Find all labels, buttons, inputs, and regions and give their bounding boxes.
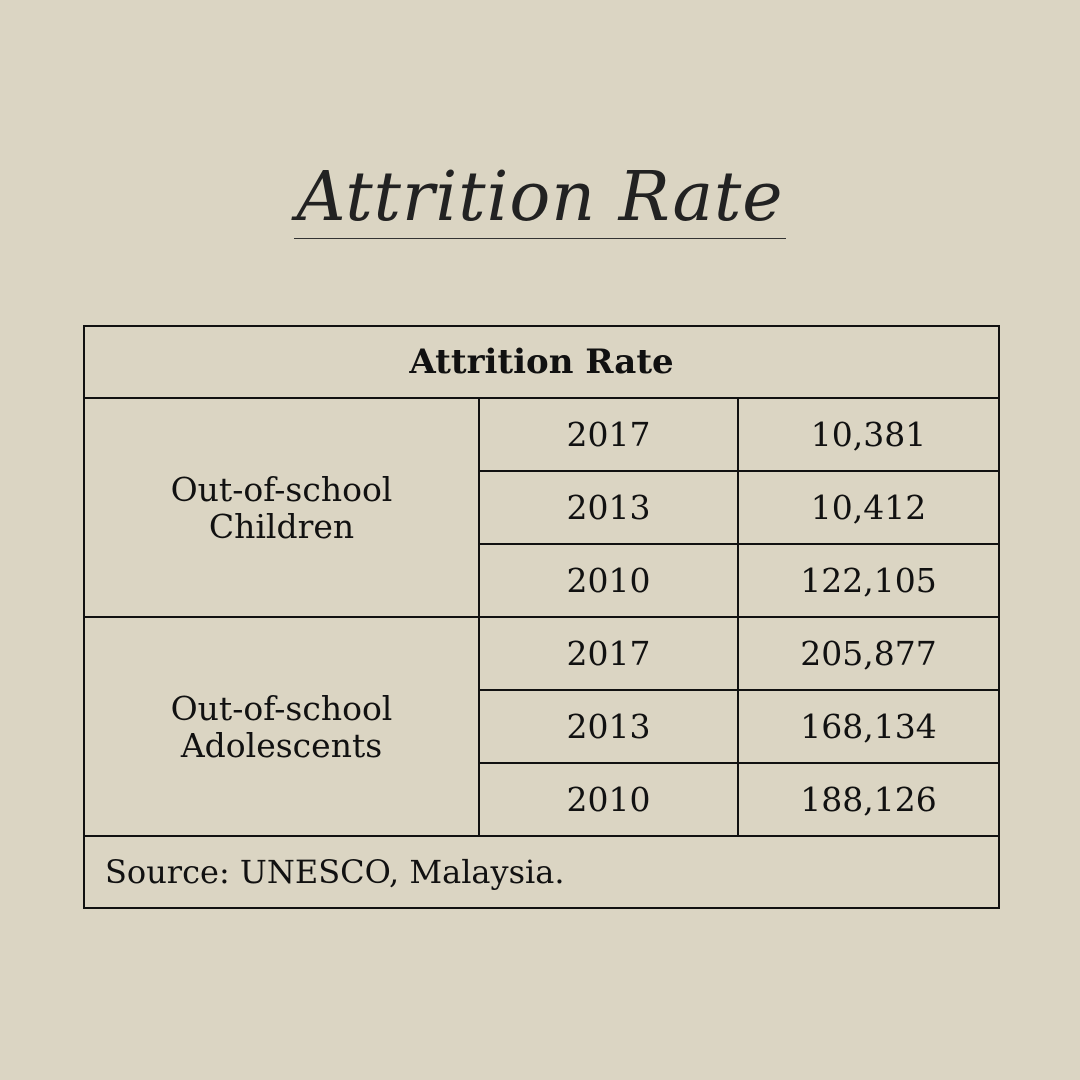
year-cell: 2017 xyxy=(478,616,739,691)
page-title-container: Attrition Rate xyxy=(0,160,1080,239)
group-label-line: Out-of-school xyxy=(170,688,393,728)
table-footer-row: Source: UNESCO, Malaysia. xyxy=(82,835,1001,909)
attrition-table: Attrition Rate Out-of-school Children 20… xyxy=(82,325,1001,909)
table-header-row: Attrition Rate xyxy=(82,325,1001,399)
value-cell: 168,134 xyxy=(736,689,1001,764)
table-row: 2010 188,126 xyxy=(84,762,1001,837)
year-cell: 2013 xyxy=(478,470,739,545)
value-cell: 122,105 xyxy=(736,543,1001,618)
source-note: Source: UNESCO, Malaysia. xyxy=(82,835,1001,909)
value-cell: 205,877 xyxy=(736,616,1001,691)
year-cell: 2013 xyxy=(478,689,739,764)
year-cell: 2010 xyxy=(478,543,739,618)
year-cell: 2017 xyxy=(478,397,739,472)
table-header: Attrition Rate xyxy=(82,325,1001,399)
table-row: 2010 122,105 xyxy=(84,543,1001,618)
group-label-adolescents: Out-of-school Adolescents xyxy=(83,616,480,837)
table-row: 2013 168,134 xyxy=(84,689,1001,764)
year-cell: 2010 xyxy=(478,762,739,837)
page-title: Attrition Rate xyxy=(294,158,786,239)
table-row: 2013 10,412 xyxy=(84,470,1001,545)
table-row: Out-of-school Adolescents 2017 205,877 xyxy=(83,616,1001,837)
group-label-children: Out-of-school Children xyxy=(83,397,480,618)
value-cell: 10,412 xyxy=(736,470,1001,545)
table-row: Out-of-school Children 2017 10,381 xyxy=(83,397,1001,618)
group-label-line: Children xyxy=(208,506,355,546)
group-label-line: Out-of-school xyxy=(170,469,393,509)
value-cell: 10,381 xyxy=(736,397,1001,472)
group-label-line: Adolescents xyxy=(180,725,383,765)
value-cell: 188,126 xyxy=(736,762,1001,837)
